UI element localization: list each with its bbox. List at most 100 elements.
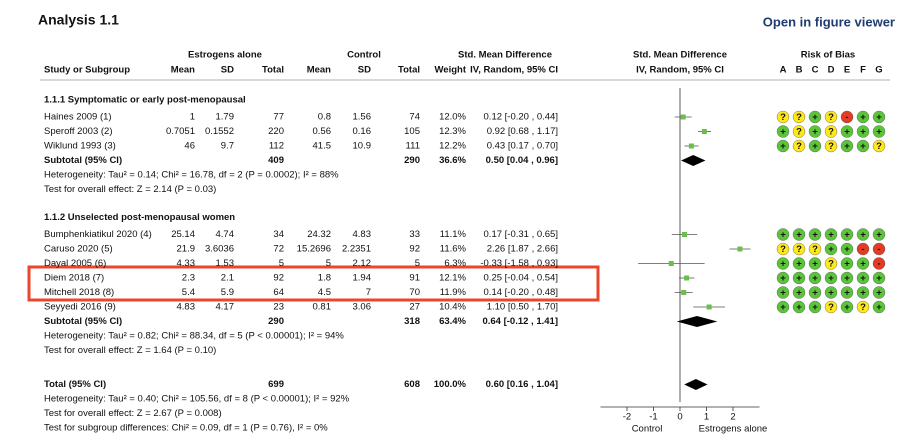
study-cell: 4.5 — [318, 287, 331, 298]
subtotal-label: Subtotal (95% CI) — [44, 316, 122, 327]
bias-symbol: + — [844, 302, 850, 313]
bias-symbol: - — [877, 244, 880, 255]
bias-icon — [808, 257, 822, 270]
study-cell: 1.10 [0.50 , 1.70] — [487, 302, 558, 313]
bias-symbol: + — [812, 273, 818, 284]
column-header: Total — [262, 65, 284, 76]
bias-icon — [856, 228, 870, 241]
bias-symbol: + — [812, 141, 818, 152]
bias-domain-header: B — [796, 65, 803, 76]
study-cell: 12.3% — [439, 126, 466, 137]
study-cell: 4.83 — [353, 229, 372, 240]
heterogeneity: Heterogeneity: Tau² = 0.14; Chi² = 16.78… — [44, 170, 339, 181]
study-cell: 0.17 [-0.31 , 0.65] — [484, 229, 558, 240]
bias-symbol: ? — [796, 141, 802, 152]
bias-symbol: ? — [828, 112, 834, 123]
bias-icon — [840, 110, 854, 124]
group-header: Risk of Bias — [801, 50, 855, 61]
group-header: Control — [347, 50, 381, 61]
bias-symbol: + — [796, 273, 802, 284]
study-name: Mitchell 2018 (8) — [44, 287, 114, 298]
bias-symbol: ? — [860, 302, 866, 313]
bias-symbol: + — [860, 230, 866, 241]
bias-icon — [776, 271, 790, 285]
column-header: IV, Random, 95% CI — [636, 65, 724, 76]
bias-symbol: + — [876, 288, 882, 299]
study-cell: 70 — [409, 287, 420, 298]
study-name: Seyyedi 2016 (9) — [44, 302, 116, 313]
study-cell: 92 — [273, 273, 284, 284]
study-cell: 1.53 — [216, 258, 235, 269]
bias-icon — [872, 300, 886, 314]
bias-symbol: + — [844, 127, 850, 138]
subtotal-ci: 0.60 [0.16 , 1.04] — [486, 379, 558, 390]
subtotal-ci: 0.64 [-0.12 , 1.41] — [482, 316, 558, 327]
study-cell: 41.5 — [313, 141, 332, 152]
bias-symbol: + — [780, 259, 786, 270]
bias-icon — [792, 286, 806, 299]
bias-icon — [856, 257, 870, 270]
bias-symbol: ? — [796, 112, 802, 123]
bias-icon — [776, 139, 790, 153]
bias-icon — [856, 286, 870, 299]
study-cell: 4.83 — [177, 302, 196, 313]
study-cell: 3.6036 — [205, 244, 234, 255]
bias-symbol: + — [828, 230, 834, 241]
bias-symbol: ? — [812, 244, 818, 255]
study-cell: 46 — [184, 141, 195, 152]
study-name: Bumphenkiatikul 2020 (4) — [44, 229, 152, 240]
bias-icon — [792, 125, 806, 138]
study-cell: 0.12 [-0.20 , 0.44] — [484, 112, 558, 123]
bias-symbol: ? — [828, 302, 834, 313]
bias-icon — [840, 125, 854, 138]
study-name: Dayal 2005 (6) — [44, 258, 106, 269]
study-cell: 10.4% — [439, 302, 466, 313]
study-cell: 5.4 — [182, 287, 195, 298]
subtotal-total: 290 — [404, 155, 420, 166]
study-cell: 1.79 — [216, 112, 235, 123]
x-tick-label: -2 — [623, 412, 631, 423]
bias-symbol: ? — [876, 141, 882, 152]
bias-icon — [792, 139, 806, 153]
bias-icon — [856, 300, 870, 314]
study-cell: 11.9% — [440, 287, 467, 298]
study-cell: 0.25 [-0.04 , 0.54] — [484, 273, 558, 284]
bias-symbol: - — [845, 112, 848, 123]
bias-icon — [856, 139, 870, 153]
bias-icon — [776, 242, 790, 256]
bias-symbol: + — [860, 273, 866, 284]
bias-icon — [872, 110, 886, 124]
study-cell: 5 — [326, 258, 331, 269]
study-cell: 1.8 — [318, 273, 331, 284]
bias-icon — [824, 139, 838, 153]
point-estimate — [680, 114, 686, 120]
bias-icon — [808, 139, 822, 153]
study-cell: 24.32 — [307, 229, 331, 240]
point-estimate — [668, 261, 674, 266]
bias-icon — [792, 271, 806, 285]
bias-symbol: + — [860, 288, 866, 299]
bias-icon — [840, 139, 854, 153]
bias-symbol: + — [796, 230, 802, 241]
bias-icon — [824, 110, 838, 124]
bias-symbol: + — [828, 273, 834, 284]
study-cell: 10.9 — [353, 141, 372, 152]
point-estimate — [684, 275, 690, 281]
study-cell: 72 — [273, 244, 284, 255]
bias-symbol: + — [780, 230, 786, 241]
figure-viewer-link[interactable]: Open in figure viewer — [763, 14, 895, 29]
bias-icon — [824, 271, 838, 285]
bias-icon — [856, 242, 870, 256]
study-cell: 91 — [409, 273, 420, 284]
point-estimate — [688, 143, 694, 149]
study-cell: 34 — [273, 229, 284, 240]
bias-symbol: + — [876, 230, 882, 241]
subtotal-total: 290 — [268, 316, 284, 327]
study-cell: 11.6% — [440, 244, 467, 255]
bias-symbol: + — [780, 273, 786, 284]
point-estimate — [701, 129, 707, 134]
column-header: Study or Subgroup — [44, 65, 130, 76]
bias-icon — [776, 300, 790, 314]
bias-symbol: + — [876, 273, 882, 284]
